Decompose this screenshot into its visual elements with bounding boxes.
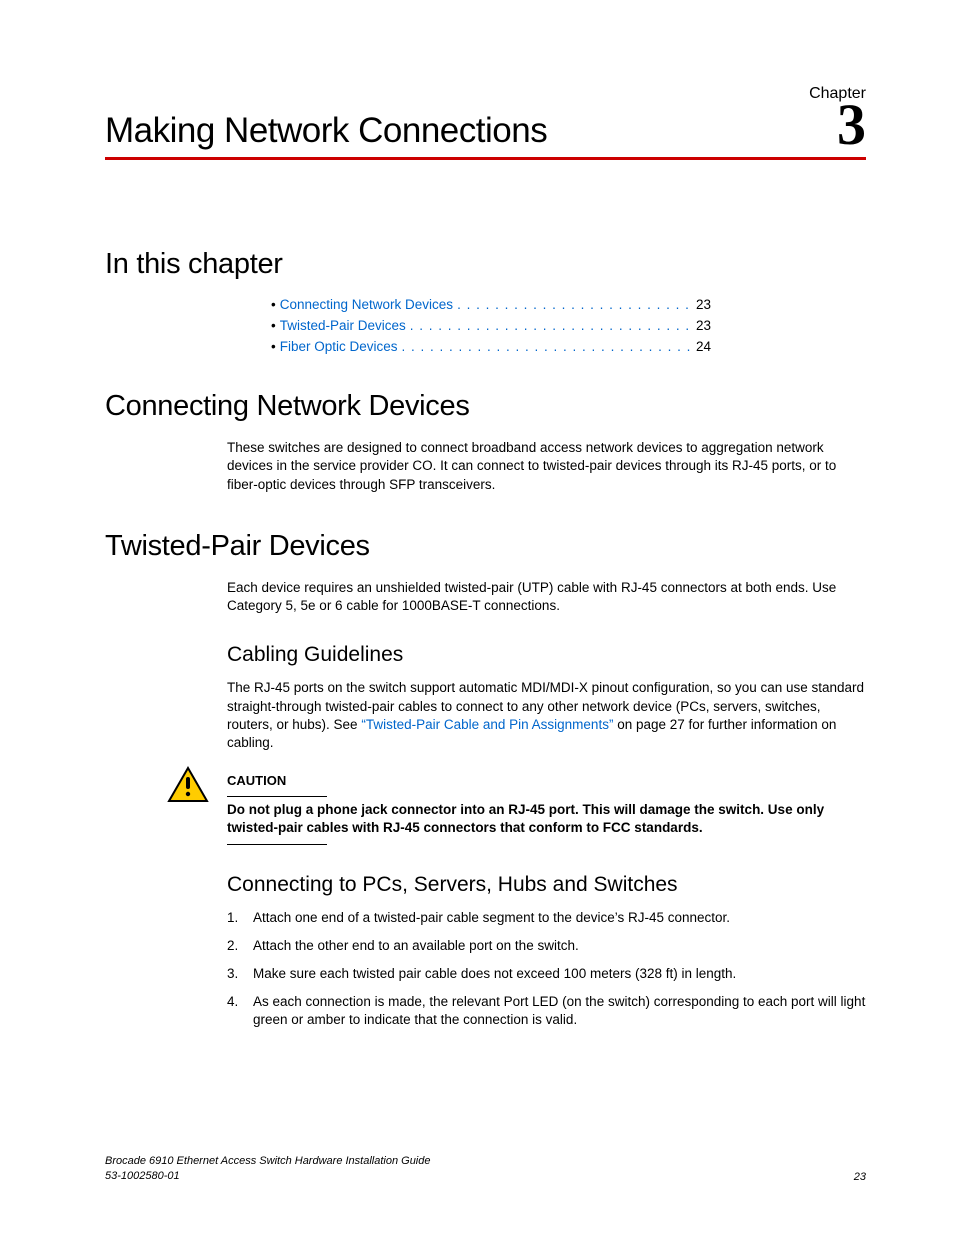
subsection-heading-cabling: Cabling Guidelines xyxy=(227,643,866,667)
list-number: 3. xyxy=(227,965,253,983)
list-item: 1. Attach one end of a twisted-pair cabl… xyxy=(227,909,866,927)
section-heading-twisted-pair: Twisted-Pair Devices xyxy=(105,530,866,563)
footer-doc-title: Brocade 6910 Ethernet Access Switch Hard… xyxy=(105,1155,431,1167)
chapter-number: 3 xyxy=(837,99,866,151)
list-item: 4. As each connection is made, the relev… xyxy=(227,993,866,1029)
toc-link[interactable]: Connecting Network Devices xyxy=(280,297,453,312)
caution-icon xyxy=(167,766,209,804)
toc-leader xyxy=(398,339,690,354)
chapter-header: Chapter Making Network Connections 3 xyxy=(105,85,866,160)
section-heading-connecting-devices: Connecting Network Devices xyxy=(105,390,866,423)
caution-text: Do not plug a phone jack connector into … xyxy=(227,801,866,837)
ordered-list: 1. Attach one end of a twisted-pair cabl… xyxy=(227,909,866,1030)
list-item: 2. Attach the other end to an available … xyxy=(227,937,866,955)
section-heading-in-this-chapter: In this chapter xyxy=(105,248,866,281)
list-text: As each connection is made, the relevant… xyxy=(253,993,866,1029)
toc-link[interactable]: Fiber Optic Devices xyxy=(280,339,398,354)
caution-label: CAUTION xyxy=(227,773,286,790)
list-number: 2. xyxy=(227,937,253,955)
toc-page-number: 23 xyxy=(690,318,711,333)
toc-leader xyxy=(453,297,690,312)
caution-rule xyxy=(227,844,327,845)
list-text: Make sure each twisted pair cable does n… xyxy=(253,965,866,983)
chapter-title: Making Network Connections xyxy=(105,111,547,151)
toc-item: • Twisted-Pair Devices 23 xyxy=(271,318,711,333)
bullet-icon: • xyxy=(271,297,276,312)
cross-reference-link[interactable]: “Twisted-Pair Cable and Pin Assignments” xyxy=(361,717,613,732)
paragraph: The RJ-45 ports on the switch support au… xyxy=(227,679,866,752)
toc-link[interactable]: Twisted-Pair Devices xyxy=(280,318,406,333)
list-number: 4. xyxy=(227,993,253,1029)
chapter-rule xyxy=(105,157,866,160)
toc-item: • Connecting Network Devices 23 xyxy=(271,297,711,312)
toc-item: • Fiber Optic Devices 24 xyxy=(271,339,711,354)
footer-page-number: 23 xyxy=(854,1171,866,1183)
subsection-heading-connecting-to: Connecting to PCs, Servers, Hubs and Swi… xyxy=(227,873,866,897)
page-footer: Brocade 6910 Ethernet Access Switch Hard… xyxy=(105,1154,866,1183)
caution-rule xyxy=(227,796,327,797)
table-of-contents: • Connecting Network Devices 23 • Twiste… xyxy=(271,297,711,354)
bullet-icon: • xyxy=(271,318,276,333)
list-text: Attach one end of a twisted-pair cable s… xyxy=(253,909,866,927)
bullet-icon: • xyxy=(271,339,276,354)
list-item: 3. Make sure each twisted pair cable doe… xyxy=(227,965,866,983)
toc-page-number: 24 xyxy=(690,339,711,354)
list-number: 1. xyxy=(227,909,253,927)
caution-block: CAUTION Do not plug a phone jack connect… xyxy=(227,772,866,844)
toc-leader xyxy=(406,318,690,333)
paragraph: These switches are designed to connect b… xyxy=(227,439,866,494)
list-text: Attach the other end to an available por… xyxy=(253,937,866,955)
footer-doc-number: 53-1002580-01 xyxy=(105,1170,180,1182)
paragraph: Each device requires an unshielded twist… xyxy=(227,579,866,615)
toc-page-number: 23 xyxy=(690,297,711,312)
